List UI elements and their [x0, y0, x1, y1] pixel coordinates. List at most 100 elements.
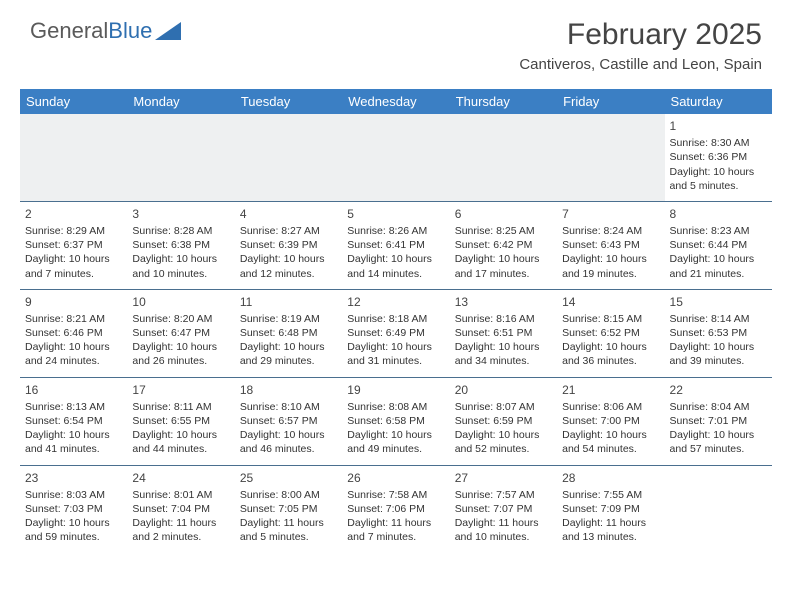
calendar-cell: 25Sunrise: 8:00 AMSunset: 7:05 PMDayligh… [235, 465, 342, 552]
sunset-text: Sunset: 6:58 PM [347, 414, 444, 428]
logo-text-2: Blue [108, 18, 152, 44]
weekday-header: Tuesday [235, 89, 342, 114]
calendar-row: 1Sunrise: 8:30 AMSunset: 6:36 PMDaylight… [20, 114, 772, 201]
calendar-cell: 3Sunrise: 8:28 AMSunset: 6:38 PMDaylight… [127, 201, 234, 289]
daylight-text: Daylight: 10 hours and 57 minutes. [670, 428, 767, 456]
calendar-cell: 27Sunrise: 7:57 AMSunset: 7:07 PMDayligh… [450, 465, 557, 552]
sunrise-text: Sunrise: 8:04 AM [670, 400, 767, 414]
sunset-text: Sunset: 6:51 PM [455, 326, 552, 340]
day-number: 11 [240, 294, 337, 310]
sunset-text: Sunset: 7:07 PM [455, 502, 552, 516]
sunset-text: Sunset: 7:01 PM [670, 414, 767, 428]
daylight-text: Daylight: 11 hours and 7 minutes. [347, 516, 444, 544]
calendar-cell: 9 Sunrise: 8:21 AMSunset: 6:46 PMDaylight… [20, 289, 127, 377]
day-number: 9 [25, 294, 122, 310]
sunset-text: Sunset: 6:55 PM [132, 414, 229, 428]
weekday-header: Thursday [450, 89, 557, 114]
sunrise-text: Sunrise: 8:27 AM [240, 224, 337, 238]
calendar-cell: 12Sunrise: 8:18 AMSunset: 6:49 PMDayligh… [342, 289, 449, 377]
day-number: 20 [455, 382, 552, 398]
sunset-text: Sunset: 7:09 PM [562, 502, 659, 516]
sunset-text: Sunset: 6:36 PM [670, 150, 767, 164]
daylight-text: Daylight: 11 hours and 2 minutes. [132, 516, 229, 544]
daylight-text: Daylight: 10 hours and 39 minutes. [670, 340, 767, 368]
sunset-text: Sunset: 6:49 PM [347, 326, 444, 340]
daylight-text: Daylight: 11 hours and 13 minutes. [562, 516, 659, 544]
sunrise-text: Sunrise: 8:15 AM [562, 312, 659, 326]
month-title: February 2025 [519, 18, 762, 52]
daylight-text: Daylight: 10 hours and 14 minutes. [347, 252, 444, 280]
calendar-cell: 18Sunrise: 8:10 AMSunset: 6:57 PMDayligh… [235, 377, 342, 465]
calendar-cell: 17Sunrise: 8:11 AMSunset: 6:55 PMDayligh… [127, 377, 234, 465]
title-block: February 2025 Cantiveros, Castille and L… [519, 18, 762, 73]
sunset-text: Sunset: 7:06 PM [347, 502, 444, 516]
weekday-header-row: Sunday Monday Tuesday Wednesday Thursday… [20, 89, 772, 114]
day-number: 22 [670, 382, 767, 398]
day-number: 2 [25, 206, 122, 222]
sunset-text: Sunset: 6:46 PM [25, 326, 122, 340]
day-number: 3 [132, 206, 229, 222]
day-number: 28 [562, 470, 659, 486]
calendar-cell: 22 Sunrise: 8:04 AMSunset: 7:01 PMDayligh… [665, 377, 772, 465]
calendar-cell: 20Sunrise: 8:07 AMSunset: 6:59 PMDayligh… [450, 377, 557, 465]
calendar-cell: 5Sunrise: 8:26 AMSunset: 6:41 PMDaylight… [342, 201, 449, 289]
day-number: 21 [562, 382, 659, 398]
daylight-text: Daylight: 10 hours and 52 minutes. [455, 428, 552, 456]
header: GeneralBlue February 2025 Cantiveros, Ca… [0, 0, 792, 81]
calendar-cell: 21 Sunrise: 8:06 AMSunset: 7:00 PMDayligh… [557, 377, 664, 465]
sunrise-text: Sunrise: 8:01 AM [132, 488, 229, 502]
sunrise-text: Sunrise: 8:06 AM [562, 400, 659, 414]
day-number: 25 [240, 470, 337, 486]
weekday-header: Saturday [665, 89, 772, 114]
calendar-cell: 14Sunrise: 8:15 AMSunset: 6:52 PMDayligh… [557, 289, 664, 377]
daylight-text: Daylight: 10 hours and 24 minutes. [25, 340, 122, 368]
day-number: 6 [455, 206, 552, 222]
daylight-text: Daylight: 10 hours and 59 minutes. [25, 516, 122, 544]
sunrise-text: Sunrise: 8:30 AM [670, 136, 767, 150]
sunset-text: Sunset: 6:53 PM [670, 326, 767, 340]
calendar-cell [342, 114, 449, 201]
day-number: 17 [132, 382, 229, 398]
calendar-cell [665, 465, 772, 552]
sunset-text: Sunset: 6:54 PM [25, 414, 122, 428]
sunrise-text: Sunrise: 8:26 AM [347, 224, 444, 238]
calendar-cell [235, 114, 342, 201]
day-number: 14 [562, 294, 659, 310]
sunrise-text: Sunrise: 8:14 AM [670, 312, 767, 326]
calendar-cell: 23Sunrise: 8:03 AMSunset: 7:03 PMDayligh… [20, 465, 127, 552]
daylight-text: Daylight: 10 hours and 36 minutes. [562, 340, 659, 368]
calendar-cell [557, 114, 664, 201]
sunset-text: Sunset: 6:57 PM [240, 414, 337, 428]
day-number: 1 [670, 118, 767, 134]
day-number: 24 [132, 470, 229, 486]
sunrise-text: Sunrise: 8:29 AM [25, 224, 122, 238]
day-number: 8 [670, 206, 767, 222]
sunrise-text: Sunrise: 8:07 AM [455, 400, 552, 414]
sunrise-text: Sunrise: 7:55 AM [562, 488, 659, 502]
calendar-cell: 6Sunrise: 8:25 AMSunset: 6:42 PMDaylight… [450, 201, 557, 289]
sunrise-text: Sunrise: 8:11 AM [132, 400, 229, 414]
weekday-header: Friday [557, 89, 664, 114]
day-number: 13 [455, 294, 552, 310]
calendar-cell [127, 114, 234, 201]
daylight-text: Daylight: 10 hours and 54 minutes. [562, 428, 659, 456]
calendar-cell: 2Sunrise: 8:29 AMSunset: 6:37 PMDaylight… [20, 201, 127, 289]
daylight-text: Daylight: 10 hours and 34 minutes. [455, 340, 552, 368]
daylight-text: Daylight: 11 hours and 5 minutes. [240, 516, 337, 544]
sunset-text: Sunset: 6:48 PM [240, 326, 337, 340]
calendar-cell: 1Sunrise: 8:30 AMSunset: 6:36 PMDaylight… [665, 114, 772, 201]
sunrise-text: Sunrise: 8:21 AM [25, 312, 122, 326]
sunset-text: Sunset: 6:41 PM [347, 238, 444, 252]
sunrise-text: Sunrise: 8:13 AM [25, 400, 122, 414]
day-number: 19 [347, 382, 444, 398]
sunrise-text: Sunrise: 8:20 AM [132, 312, 229, 326]
daylight-text: Daylight: 11 hours and 10 minutes. [455, 516, 552, 544]
sunrise-text: Sunrise: 8:24 AM [562, 224, 659, 238]
day-number: 12 [347, 294, 444, 310]
calendar-cell: 8Sunrise: 8:23 AMSunset: 6:44 PMDaylight… [665, 201, 772, 289]
calendar-cell: 16Sunrise: 8:13 AMSunset: 6:54 PMDayligh… [20, 377, 127, 465]
sunrise-text: Sunrise: 8:03 AM [25, 488, 122, 502]
logo-triangle-icon [155, 22, 181, 40]
sunset-text: Sunset: 7:00 PM [562, 414, 659, 428]
daylight-text: Daylight: 10 hours and 49 minutes. [347, 428, 444, 456]
